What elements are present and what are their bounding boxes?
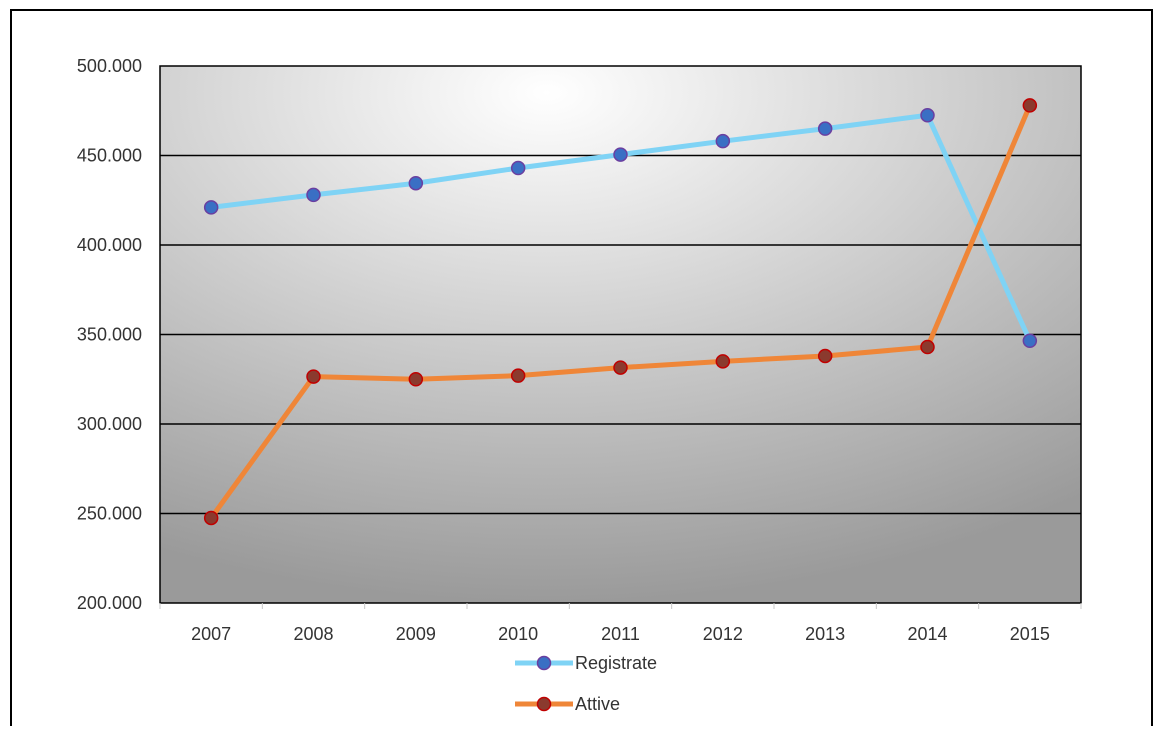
x-tick-label: 2015 <box>1010 624 1050 644</box>
y-tick-label: 300.000 <box>77 414 142 434</box>
legend-marker <box>536 696 552 712</box>
y-tick-label: 400.000 <box>77 235 142 255</box>
x-tick-label: 2014 <box>907 624 947 644</box>
series-group <box>203 98 1038 526</box>
data-point-registrate <box>1022 333 1038 349</box>
data-point-attive <box>613 360 628 375</box>
data-point-attive <box>817 348 833 364</box>
data-point-registrate <box>817 121 833 136</box>
legend-item-registrate: Registrate <box>515 653 657 673</box>
data-point-attive <box>408 372 424 387</box>
series-attive <box>203 98 1038 526</box>
data-point-registrate <box>306 187 321 203</box>
legend-label: Attive <box>575 694 620 714</box>
x-tick-label: 2009 <box>396 624 436 644</box>
data-point-registrate <box>613 147 628 162</box>
data-point-registrate <box>715 133 731 149</box>
axes: 200.000 250.000 300.000 350.000 400.000 450.0… <box>77 56 1082 644</box>
legend: Registrate Attive <box>515 653 657 714</box>
x-tick-label: 2010 <box>498 624 538 644</box>
data-point-attive <box>306 369 321 384</box>
y-tick-label: 500.000 <box>77 56 142 76</box>
legend-label: Registrate <box>575 653 657 673</box>
data-point-registrate <box>203 200 219 215</box>
y-tick-label: 350.000 <box>77 325 142 345</box>
data-point-attive <box>715 354 731 369</box>
data-point-attive <box>203 510 219 526</box>
y-tick-label: 250.000 <box>77 504 142 524</box>
data-point-attive <box>1022 98 1038 113</box>
y-tick-label: 450.000 <box>77 146 142 166</box>
x-tick-label: 2013 <box>805 624 845 644</box>
data-point-registrate <box>408 175 424 191</box>
legend-marker <box>536 655 552 671</box>
y-tick-label: 200.000 <box>77 593 142 613</box>
series-registrate <box>203 107 1038 349</box>
data-point-attive <box>920 339 935 355</box>
data-point-registrate <box>510 160 526 176</box>
x-tick-label: 2012 <box>703 624 743 644</box>
legend-item-attive: Attive <box>515 694 620 714</box>
data-point-attive <box>510 368 526 383</box>
x-tick-label: 2008 <box>293 624 333 644</box>
data-point-registrate <box>920 107 935 123</box>
x-tick-label: 2007 <box>191 624 231 644</box>
x-tick-label: 2011 <box>601 624 640 644</box>
